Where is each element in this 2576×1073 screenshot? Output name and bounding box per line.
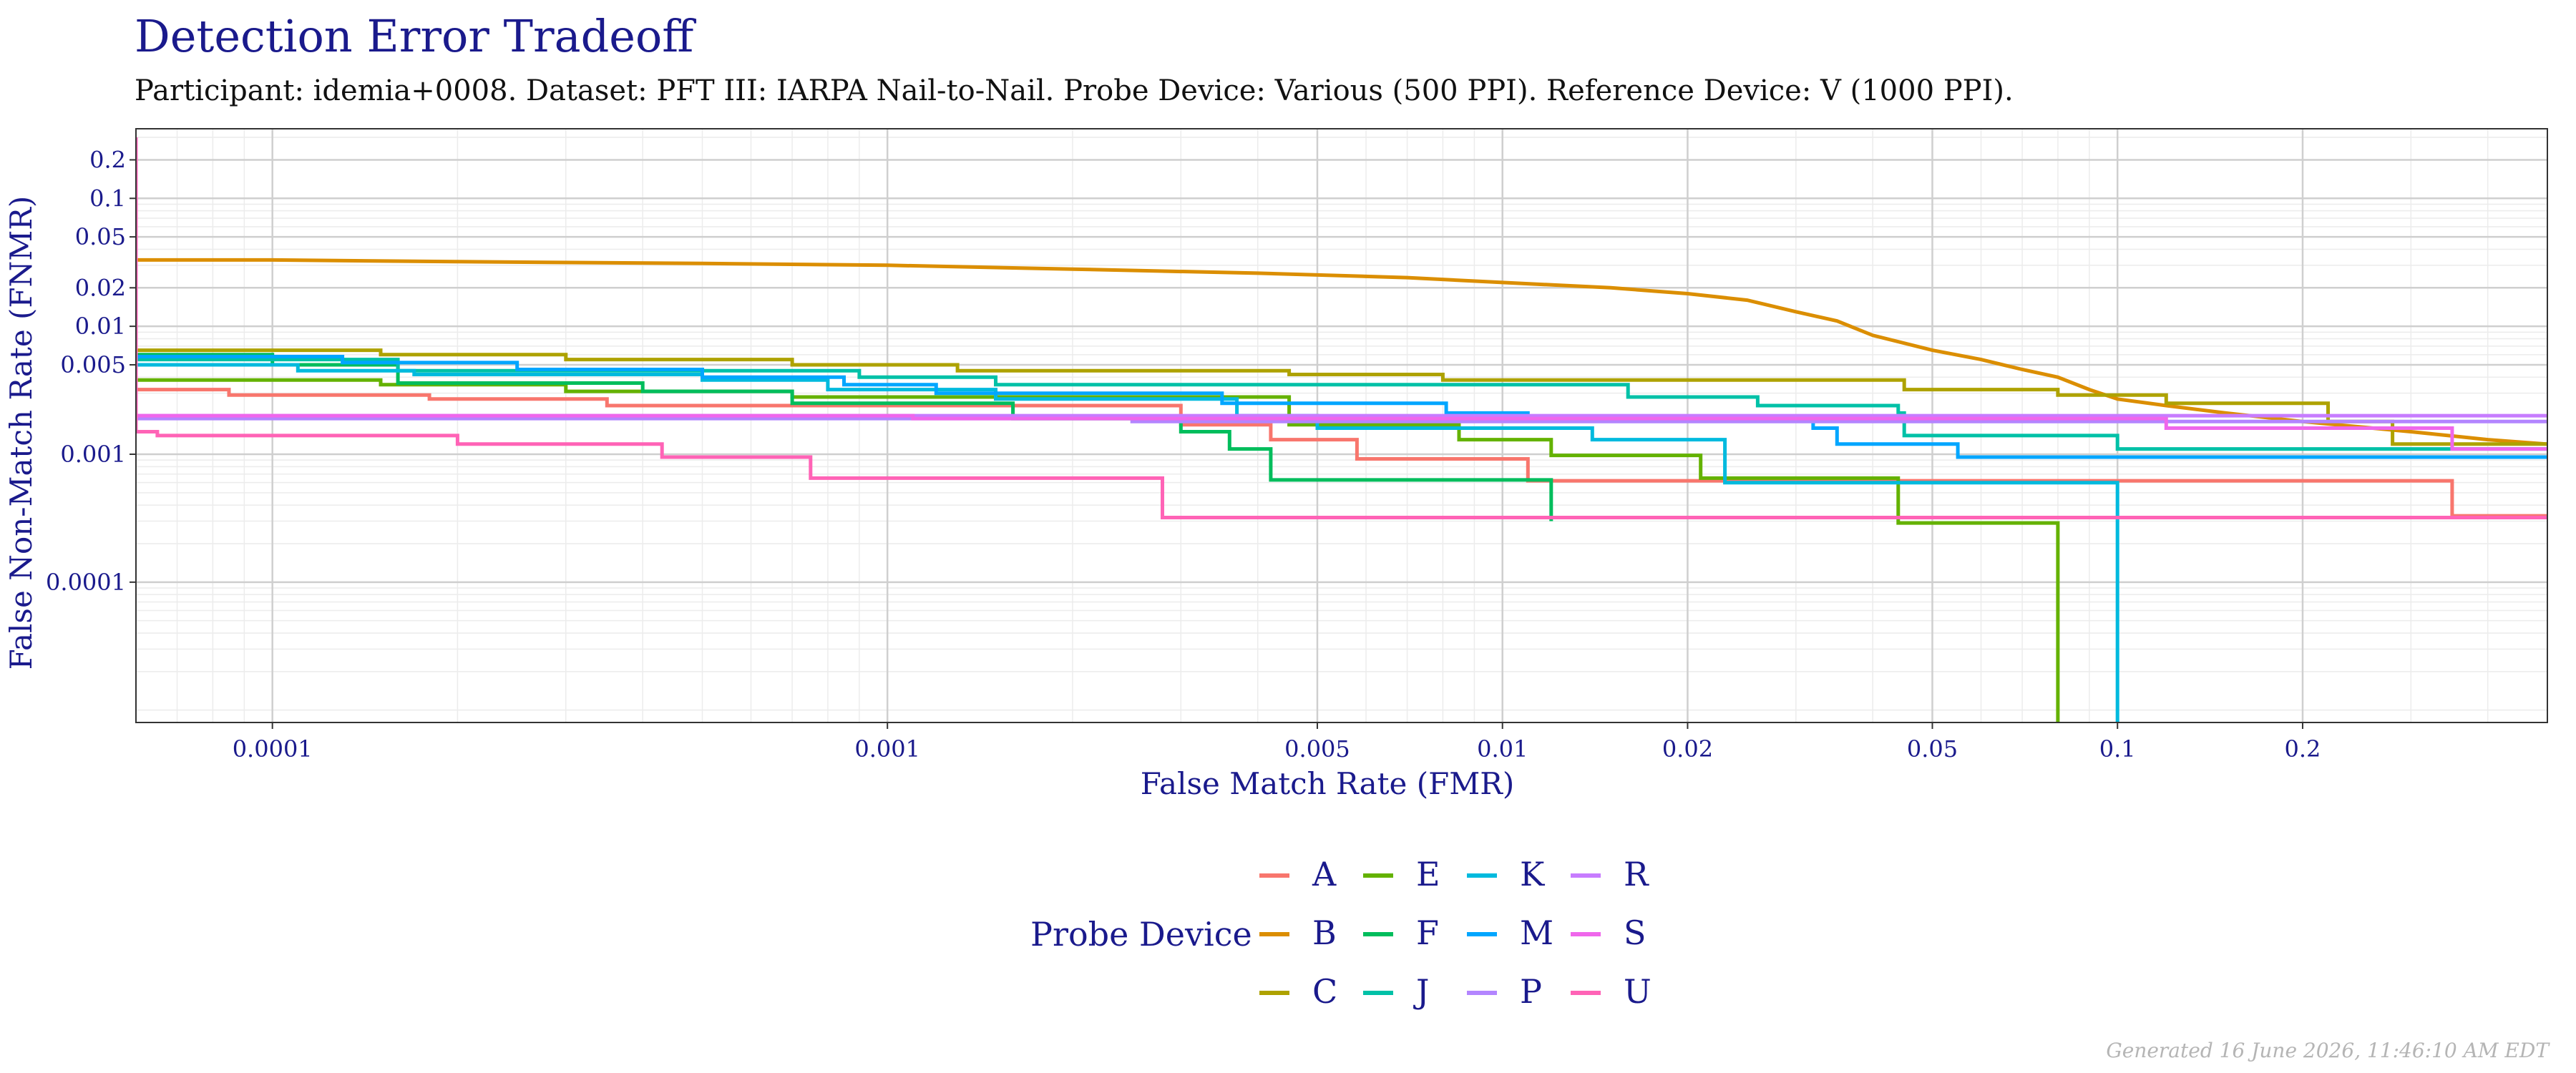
- panel-border: [135, 128, 2548, 723]
- x-tick-label: 0.02: [1662, 735, 1713, 763]
- series-line-J: [136, 358, 2547, 451]
- series-line-U: [136, 137, 2547, 519]
- legend-item-M: M: [1467, 913, 1553, 952]
- x-tick-label: 0.2: [2285, 735, 2321, 763]
- y-tick-label: 0.001: [60, 441, 126, 468]
- series-line-B: [136, 258, 2547, 446]
- x-axis-label: False Match Rate (FMR): [1141, 766, 1515, 801]
- y-axis-label: False Non-Match Rate (FNMR): [4, 196, 39, 670]
- legend-label: S: [1624, 913, 1646, 952]
- major-gridlines: [136, 129, 2547, 722]
- series-line-K: [136, 363, 2119, 722]
- legend-label: R: [1624, 855, 1649, 893]
- y-tick-label: 0.01: [75, 313, 126, 340]
- legend-item-B: B: [1259, 913, 1337, 952]
- x-tick-label: 0.1: [2099, 735, 2136, 763]
- legend-item-F: F: [1363, 913, 1439, 952]
- x-tick-label: 0.001: [854, 735, 920, 763]
- legend-item-A: A: [1259, 855, 1337, 893]
- legend-item-E: E: [1363, 855, 1440, 893]
- series-lines: [136, 137, 2547, 722]
- y-tick-label: 0.0001: [46, 569, 126, 596]
- x-axis-ticks: 0.0001 0.001 0.005 0.01 0.02 0.05 0.1 0.2: [233, 722, 2321, 763]
- legend-title: Probe Device: [1030, 915, 1252, 954]
- legend: Probe Device ABC EFJ KMP RSU: [1030, 855, 1652, 1011]
- y-tick-label: 0.02: [75, 274, 126, 301]
- series-line-M: [136, 355, 2547, 459]
- y-tick-label: 0.005: [60, 351, 126, 378]
- legend-label: C: [1312, 972, 1337, 1011]
- y-tick-label: 0.05: [75, 223, 126, 250]
- generated-timestamp: Generated 16 June 2026, 11:46:10 AM EDT: [2106, 1039, 2549, 1062]
- legend-item-J: J: [1363, 972, 1429, 1011]
- legend-label: J: [1413, 972, 1429, 1011]
- legend-items: ABC EFJ KMP RSU: [1259, 855, 1652, 1011]
- x-tick-label: 0.01: [1477, 735, 1528, 763]
- legend-label: K: [1520, 855, 1546, 893]
- x-tick-label: 0.05: [1907, 735, 1958, 763]
- y-axis-ticks: 0.0001 0.001 0.005 0.01 0.02 0.05 0.1 0.2: [46, 146, 136, 596]
- x-tick-label: 0.005: [1284, 735, 1350, 763]
- legend-label: F: [1416, 913, 1439, 952]
- y-tick-label: 0.1: [89, 185, 126, 212]
- series-line-C: [136, 348, 2547, 446]
- legend-label: B: [1312, 913, 1337, 952]
- chart-title: Detection Error Tradeoff: [135, 10, 694, 62]
- legend-label: U: [1624, 972, 1652, 1011]
- series-line-A: [136, 388, 2547, 518]
- legend-label: P: [1520, 972, 1542, 1011]
- x-tick-label: 0.0001: [233, 735, 313, 763]
- legend-item-S: S: [1571, 913, 1646, 952]
- legend-label: E: [1416, 855, 1440, 893]
- legend-item-U: U: [1571, 972, 1652, 1011]
- legend-label: A: [1312, 855, 1337, 893]
- legend-item-P: P: [1467, 972, 1542, 1011]
- legend-item-R: R: [1571, 855, 1649, 893]
- y-tick-label: 0.2: [89, 146, 126, 173]
- legend-item-C: C: [1259, 972, 1337, 1011]
- legend-label: M: [1520, 913, 1553, 952]
- chart-subtitle: Participant: idemia+0008. Dataset: PFT I…: [135, 74, 2014, 107]
- series-line-S: [136, 413, 2547, 451]
- legend-item-K: K: [1467, 855, 1546, 893]
